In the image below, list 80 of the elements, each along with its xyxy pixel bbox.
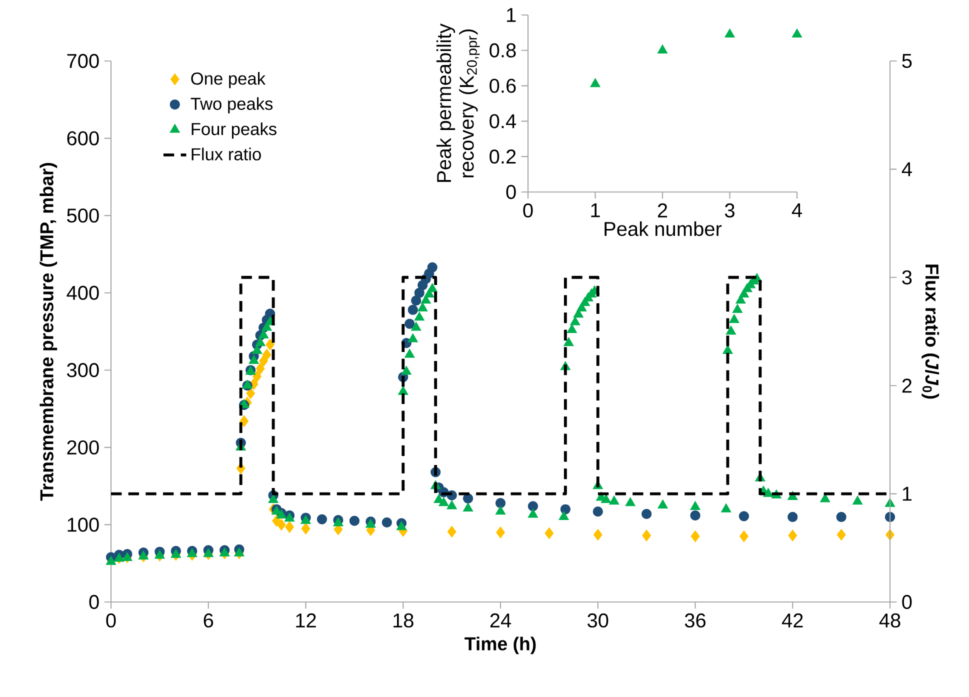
- point: [256, 362, 265, 374]
- y-tick-label: 0: [89, 594, 99, 610]
- x-tick-label: 30: [588, 613, 608, 628]
- y-tick-label: 700: [67, 54, 99, 68]
- point: [316, 514, 328, 524]
- x-tick-label: 12: [296, 613, 316, 628]
- y-tick-label: 0: [506, 184, 516, 200]
- point: [836, 512, 846, 522]
- y-tick-label: 500: [67, 208, 99, 223]
- point: [496, 526, 505, 538]
- y2-tick-label: 4: [902, 162, 912, 176]
- point: [408, 304, 418, 315]
- point: [301, 522, 310, 534]
- point: [642, 530, 652, 542]
- point: [690, 510, 700, 521]
- x-tick-label: 36: [684, 613, 706, 628]
- point: [349, 516, 360, 526]
- point: [411, 296, 422, 306]
- y-tick-label: 300: [67, 363, 99, 378]
- y-tick-label: 600: [67, 131, 99, 146]
- point: [690, 530, 700, 542]
- x-tick-label: 4: [792, 203, 802, 218]
- y2-tick-label: 0: [902, 594, 912, 610]
- x-tick-label: 42: [782, 613, 803, 628]
- y-tick-label: 400: [66, 286, 99, 300]
- y2-tick-label: 5: [902, 54, 912, 68]
- y-tick-label: 100: [68, 518, 99, 532]
- point: [592, 506, 603, 517]
- x-tick-label: 0: [523, 203, 533, 218]
- x-tick-label: 0: [106, 613, 116, 628]
- y-tick-label: 0.8: [490, 43, 516, 58]
- point: [528, 501, 538, 512]
- y-tick-label: 0.6: [490, 78, 516, 93]
- point: [495, 498, 506, 508]
- point: [642, 508, 652, 519]
- x-tick-label: 2: [658, 203, 668, 218]
- y2-tick-label: 3: [902, 270, 912, 284]
- legend-label: Flux ratio: [192, 148, 261, 160]
- point: [792, 28, 802, 38]
- point: [285, 521, 294, 533]
- y-tick-label: 0.2: [490, 150, 516, 164]
- x-tick-label: 6: [204, 613, 214, 628]
- point: [739, 530, 748, 542]
- y2-tick-label: 2: [902, 378, 912, 393]
- y-tick-label: 1: [507, 8, 516, 22]
- point: [544, 527, 554, 540]
- point: [382, 517, 392, 528]
- point: [788, 530, 798, 542]
- point: [240, 415, 249, 428]
- y2-axis-title: Flux ratio (J/J$_{0}$): [922, 264, 940, 399]
- y-axis-title: Transmembrane pressure (TMP, mbar): [40, 163, 58, 501]
- point: [427, 262, 438, 272]
- point: [414, 288, 424, 298]
- point: [276, 518, 286, 531]
- y2-tick-label: 1: [902, 486, 912, 501]
- point: [788, 512, 798, 522]
- x-tick-label: 18: [394, 613, 414, 628]
- point: [262, 348, 272, 361]
- point: [657, 44, 668, 54]
- legend-label: Four peaks: [192, 122, 276, 139]
- x-axis-title: Peak number: [604, 221, 722, 236]
- point: [590, 78, 600, 88]
- point: [724, 28, 735, 38]
- point: [836, 528, 846, 541]
- point: [593, 528, 602, 541]
- x-tick-label: 1: [591, 203, 600, 218]
- point: [266, 338, 275, 351]
- x-tick-label: 48: [879, 613, 900, 628]
- point: [738, 511, 750, 522]
- x-axis-title: Time (h): [464, 636, 536, 654]
- point: [447, 526, 456, 538]
- x-tick-label: 24: [490, 613, 512, 628]
- y-tick-label: 200: [67, 440, 99, 455]
- x-tick-label: 3: [724, 203, 734, 218]
- point: [252, 370, 262, 382]
- y-tick-label: 0.4: [490, 114, 516, 128]
- legend-label: One peak: [191, 72, 266, 88]
- point: [404, 318, 415, 329]
- point: [246, 387, 256, 400]
- legend-label: Two peaks: [190, 97, 273, 114]
